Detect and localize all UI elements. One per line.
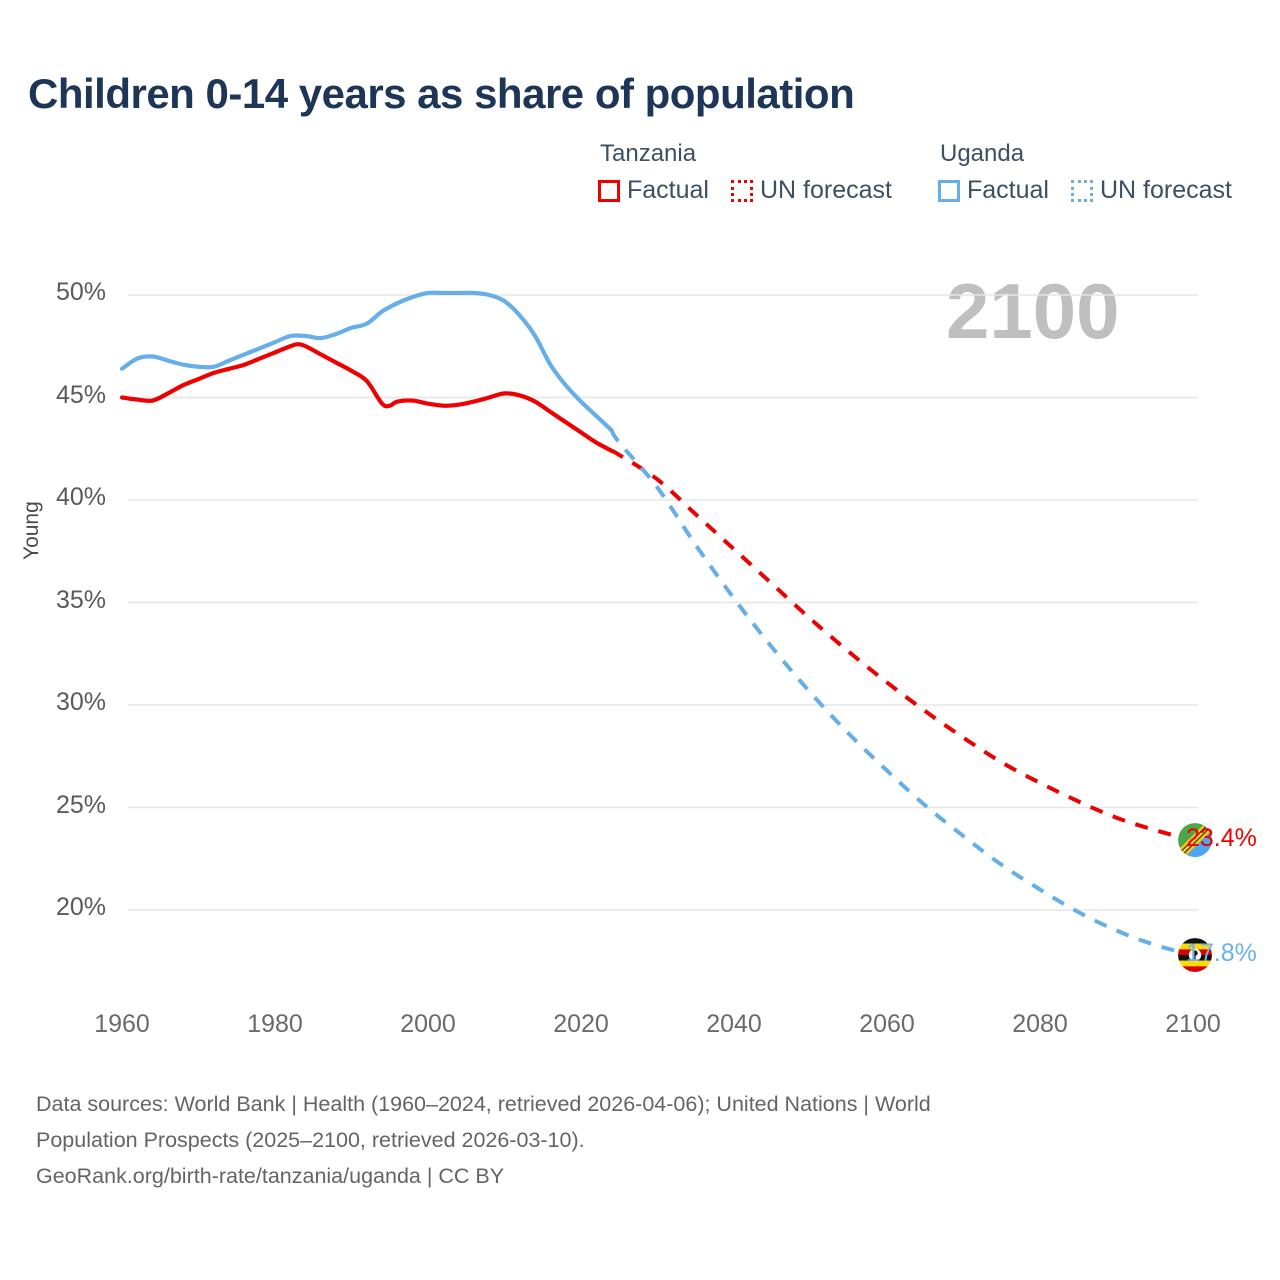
y-axis-tick-label: 20% <box>55 893 106 921</box>
legend-item-tanzania-forecast[interactable]: UN forecast <box>730 176 892 204</box>
footer-sources: Data sources: World Bank | Health (1960–… <box>36 1086 1236 1194</box>
legend-item-uganda-factual[interactable]: Factual <box>938 178 1049 203</box>
legend-group-uganda: Uganda Factual UN forecast <box>938 140 1232 203</box>
solid-swatch-icon <box>938 179 960 202</box>
y-axis-tick-label: 40% <box>55 483 106 511</box>
end-label-tanzania: 23.4% <box>1186 824 1257 853</box>
page-title: Children 0-14 years as share of populati… <box>28 70 855 117</box>
legend-group-tanzania: Tanzania Factual UN forecast <box>598 140 938 203</box>
end-label-uganda: 17.8% <box>1186 939 1257 968</box>
series-line-forecast-uganda <box>609 429 1194 958</box>
y-axis-tick-label: 45% <box>55 380 106 409</box>
x-axis-tick-label: 2100 <box>1165 1010 1221 1038</box>
solid-swatch-icon <box>598 179 620 202</box>
legend-label-tanzania-factual: Factual <box>627 176 709 204</box>
footer-line-1: Data sources: World Bank | Health (1960–… <box>36 1092 931 1116</box>
x-axis-tick-label: 2040 <box>706 1010 762 1038</box>
legend-label-uganda-forecast: UN forecast <box>1099 176 1232 204</box>
series-line-factual-uganda <box>119 290 614 433</box>
dotted-swatch-icon <box>730 179 753 202</box>
x-axis-tick-label: 1980 <box>247 1010 303 1038</box>
dotted-swatch-icon <box>1070 179 1093 202</box>
x-axis-tick-label: 2000 <box>400 1010 456 1038</box>
plot-area <box>119 290 1198 958</box>
y-axis-tick-label: 50% <box>55 278 106 306</box>
series-line-factual-tanzania <box>119 342 614 453</box>
legend-label-uganda-factual: Factual <box>967 176 1049 204</box>
footer-line-2: Population Prospects (2025–2100, retriev… <box>36 1128 585 1152</box>
legend-item-uganda-forecast[interactable]: UN forecast <box>1070 176 1232 204</box>
legend-label-tanzania-forecast: UN forecast <box>759 176 892 204</box>
uganda-flag-icon <box>1178 938 1212 973</box>
x-axis-tick-label: 2060 <box>859 1010 915 1038</box>
legend-group-title-tanzania: Tanzania <box>600 140 697 167</box>
x-axis-tick-label: 1960 <box>94 1010 150 1038</box>
y-axis-tick-label: 35% <box>55 585 106 614</box>
y-axis-tick-label: 30% <box>55 688 106 716</box>
y-axis-tick-label: 25% <box>55 790 106 819</box>
footer-line-3: GeoRank.org/birth-rate/tanzania/uganda |… <box>36 1164 505 1188</box>
x-axis-tick-label: 2080 <box>1012 1010 1068 1038</box>
x-axis-tick-label: 2020 <box>553 1010 609 1038</box>
legend-item-tanzania-factual[interactable]: Factual <box>598 178 709 203</box>
year-watermark: 2100 <box>946 267 1120 355</box>
series-line-forecast-tanzania <box>610 448 1194 843</box>
legend-group-title-uganda: Uganda <box>940 140 1025 167</box>
chart-legend: Tanzania Factual UN forecast Uganda Fact… <box>598 140 1232 203</box>
